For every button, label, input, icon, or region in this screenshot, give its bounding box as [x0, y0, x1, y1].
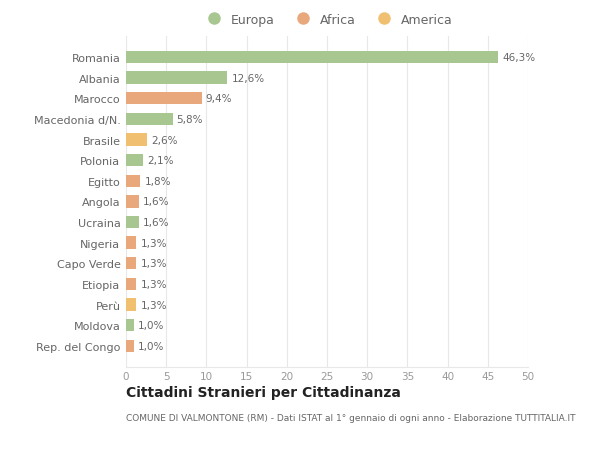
Text: 1,8%: 1,8% [145, 176, 171, 186]
Text: COMUNE DI VALMONTONE (RM) - Dati ISTAT al 1° gennaio di ogni anno - Elaborazione: COMUNE DI VALMONTONE (RM) - Dati ISTAT a… [126, 413, 575, 422]
Bar [126, 175, 140, 188]
Text: 1,6%: 1,6% [143, 218, 169, 228]
Text: 46,3%: 46,3% [502, 53, 535, 63]
Text: 1,3%: 1,3% [140, 238, 167, 248]
Bar [126, 52, 498, 64]
Bar [126, 340, 134, 352]
Text: 1,0%: 1,0% [138, 320, 164, 330]
Text: 12,6%: 12,6% [232, 73, 265, 84]
Bar [126, 257, 136, 270]
Bar [126, 134, 147, 146]
Bar [126, 237, 136, 249]
Text: 2,1%: 2,1% [147, 156, 173, 166]
Bar [126, 216, 139, 229]
Bar [126, 113, 173, 126]
Legend: Europa, Africa, America: Europa, Africa, America [197, 10, 457, 30]
Text: 1,3%: 1,3% [140, 259, 167, 269]
Bar [126, 319, 134, 331]
Text: 1,3%: 1,3% [140, 300, 167, 310]
Bar [126, 155, 143, 167]
Text: 9,4%: 9,4% [206, 94, 232, 104]
Text: Cittadini Stranieri per Cittadinanza: Cittadini Stranieri per Cittadinanza [126, 386, 401, 399]
Bar [126, 299, 136, 311]
Text: 2,6%: 2,6% [151, 135, 178, 145]
Bar [126, 73, 227, 84]
Text: 1,6%: 1,6% [143, 197, 169, 207]
Bar [126, 93, 202, 105]
Text: 1,0%: 1,0% [138, 341, 164, 351]
Bar [126, 278, 136, 291]
Text: 5,8%: 5,8% [176, 115, 203, 125]
Bar [126, 196, 139, 208]
Text: 1,3%: 1,3% [140, 279, 167, 289]
